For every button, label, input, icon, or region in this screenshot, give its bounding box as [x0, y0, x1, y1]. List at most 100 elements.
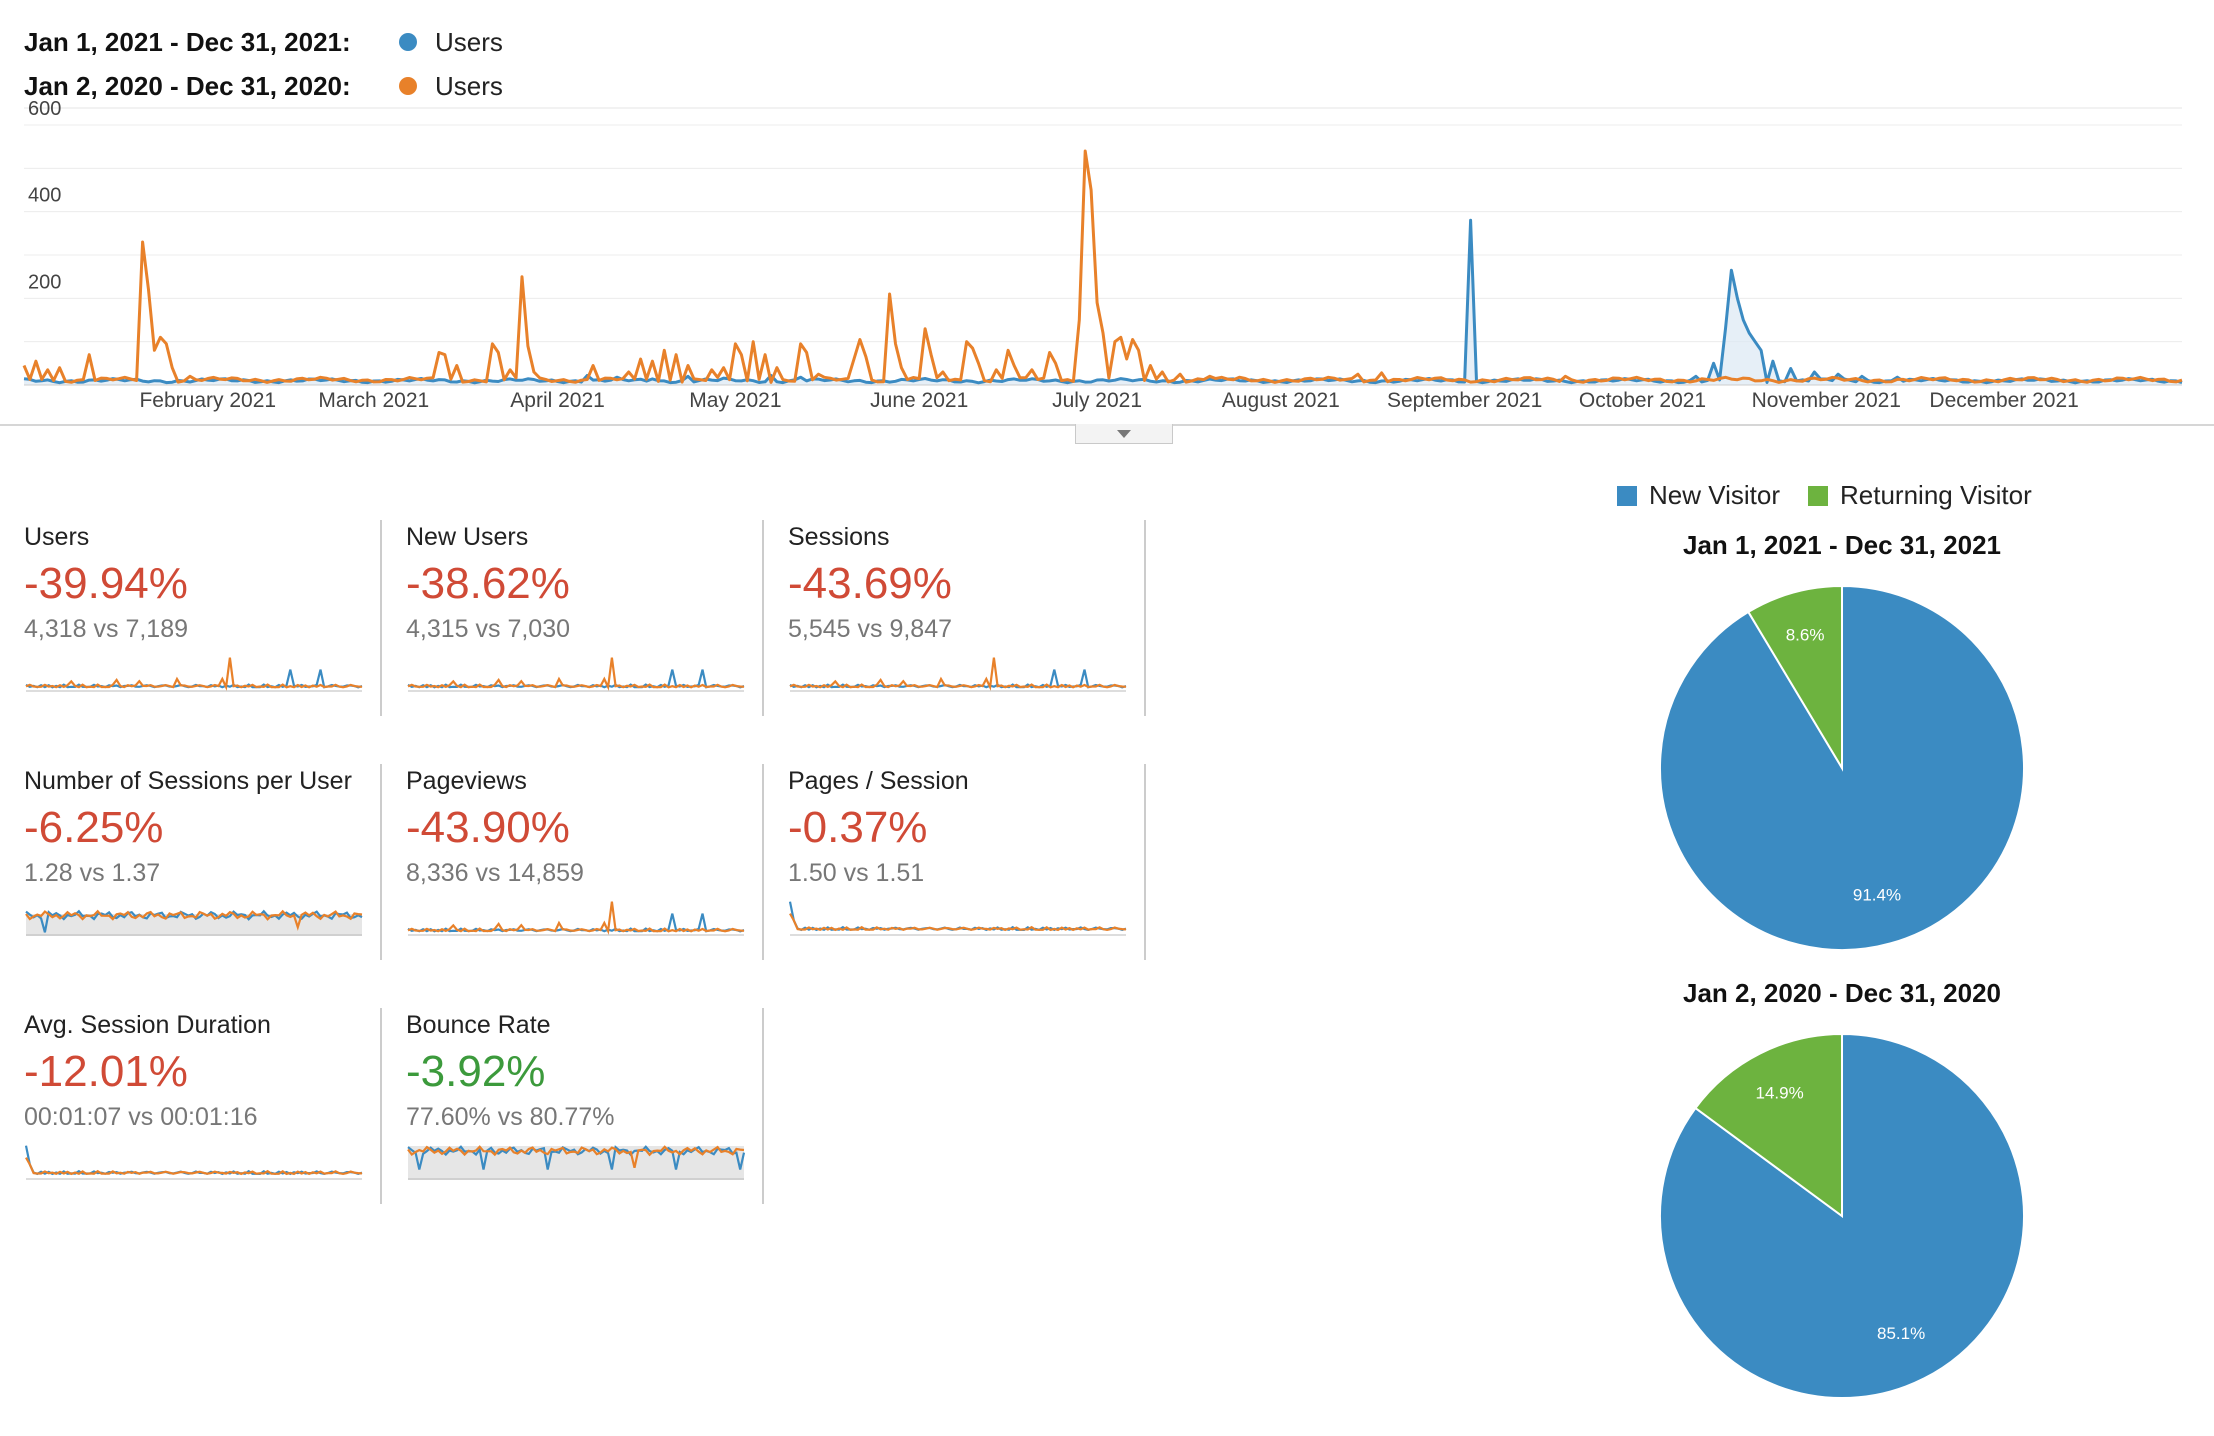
collapse-chart-toggle[interactable] [1075, 424, 1173, 444]
metric-comparison: 77.60% vs 80.77% [406, 1103, 615, 1131]
legend-series-label: Users [435, 70, 503, 101]
metric-sparkline [407, 901, 745, 936]
sparkline-series [407, 657, 745, 691]
chart-legend: Jan 1, 2021 - Dec 31, 2021: Users Jan 2,… [24, 20, 503, 108]
metric-name: Number of Sessions per User [24, 767, 352, 795]
metric-pageviews[interactable]: Pageviews -43.90% 8,336 vs 14,859 [382, 764, 764, 960]
pie-slice-label: 91.4% [1853, 885, 1901, 904]
metric-change: -38.62% [406, 559, 570, 608]
x-tick-label: March 2021 [318, 389, 429, 412]
y-tick-label: 400 [28, 185, 61, 207]
pie-slice-label: 85.1% [1877, 1324, 1925, 1343]
metric-sparkline [407, 1145, 746, 1180]
series-line [23, 218, 2183, 385]
series-area [24, 220, 2182, 385]
pie-chart-2021[interactable]: 91.4% 8.6% [1642, 568, 2042, 968]
sparkline-series [789, 657, 1127, 691]
metric-bounce-rate[interactable]: Bounce Rate -3.92% 77.60% vs 80.77% [382, 1008, 764, 1204]
metric-name: Pageviews [406, 767, 527, 795]
sparkline-series [24, 1145, 363, 1176]
sparkline-series [788, 901, 1127, 932]
sparkline-series [25, 909, 363, 931]
metric-comparison: 1.50 vs 1.51 [788, 859, 925, 887]
x-tick-label: April 2021 [510, 389, 605, 412]
metric-comparison: 4,315 vs 7,030 [406, 615, 571, 643]
metric-sessions[interactable]: Sessions -43.69% 5,545 vs 9,847 [764, 520, 1146, 716]
pie-slice-label: 8.6% [1786, 626, 1825, 645]
metric-change: -12.01% [24, 1047, 188, 1096]
metric-name: Sessions [788, 523, 890, 551]
metric-comparison: 4,318 vs 7,189 [24, 615, 189, 643]
returning-visitor-swatch-icon [1808, 485, 1829, 506]
pie-title-2020: Jan 2, 2020 - Dec 31, 2020 [1682, 978, 2001, 1008]
x-tick-label: June 2021 [870, 389, 968, 412]
metric-name: Users [24, 523, 90, 551]
metric-comparison: 5,545 vs 9,847 [788, 615, 953, 643]
metric-sessions-per-user[interactable]: Number of Sessions per User -6.25% 1.28 … [0, 764, 382, 960]
sparkline-series [789, 913, 1127, 932]
legend-date-range: Jan 2, 2020 - Dec 31, 2020: [24, 70, 351, 101]
metric-name: Avg. Session Duration [24, 1011, 271, 1039]
sparkline-series [789, 669, 1127, 689]
new-visitor-swatch-icon [1617, 485, 1637, 506]
metric-name: Bounce Rate [406, 1011, 551, 1039]
x-tick-label: September 2021 [1387, 389, 1542, 412]
metric-name: Pages / Session [788, 767, 969, 795]
metric-users[interactable]: Users -39.94% 4,318 vs 7,189 [0, 520, 382, 716]
y-tick-label: 200 [28, 271, 61, 293]
metric-change: -43.90% [406, 803, 570, 852]
pie-chart-2020[interactable]: 85.1% 14.9% [1642, 1016, 2042, 1416]
series-line [22, 149, 2183, 384]
pie-title-2021: Jan 1, 2021 - Dec 31, 2021 [1682, 530, 2001, 560]
metric-change: -6.25% [24, 803, 164, 852]
metric-sparkline [25, 657, 363, 692]
sparkline-band [26, 914, 362, 936]
x-tick-label: May 2021 [689, 389, 781, 412]
legend-series-label: Users [435, 26, 503, 57]
series-dot-orange-icon [399, 77, 417, 95]
chevron-down-icon [1117, 429, 1131, 438]
legend-row-2021[interactable]: Jan 1, 2021 - Dec 31, 2021: Users [24, 20, 503, 64]
sparkline-series [407, 1145, 745, 1169]
sparkline-series [25, 669, 363, 689]
metric-new-users[interactable]: New Users -38.62% 4,315 vs 7,030 [382, 520, 764, 716]
x-tick-label: November 2021 [1752, 389, 1901, 412]
users-over-time-chart[interactable]: 600 400 200 February 2021 March 2021 April 20… [0, 100, 2214, 424]
x-tick-label: December 2021 [1929, 389, 2078, 412]
pie-slice-returning-visitor [1694, 1032, 1843, 1218]
pie-slice-returning-visitor [1746, 584, 1843, 772]
pie-slice-label: 14.9% [1755, 1084, 1803, 1103]
metric-sparkline [789, 657, 1127, 692]
metric-sparkline [25, 909, 363, 936]
x-tick-label: August 2021 [1222, 389, 1340, 412]
x-tick-label: October 2021 [1579, 389, 1706, 412]
sparkline-series [25, 657, 363, 691]
sparkline-series [407, 913, 745, 933]
metric-avg-session-duration[interactable]: Avg. Session Duration -12.01% 00:01:07 v… [0, 1008, 382, 1204]
series-dot-blue-icon [399, 33, 417, 51]
x-tick-label: February 2021 [139, 389, 276, 412]
pie-legend-label: Returning Visitor [1840, 480, 2032, 510]
metric-comparison: 1.28 vs 1.37 [24, 859, 161, 887]
metric-change: -3.92% [406, 1047, 546, 1096]
metric-comparison: 00:01:07 vs 00:01:16 [24, 1103, 258, 1131]
metric-pages-per-session[interactable]: Pages / Session -0.37% 1.50 vs 1.51 [764, 764, 1146, 960]
metric-change: -0.37% [788, 803, 928, 852]
sparkline-series [407, 901, 745, 935]
pie-legend-new-visitor[interactable]: New Visitor [1617, 480, 1780, 511]
x-tick-label: July 2021 [1052, 389, 1142, 412]
metric-sparkline [788, 901, 1127, 936]
metric-sparkline [407, 657, 745, 692]
y-tick-label: 600 [28, 100, 61, 120]
pie-legend: New Visitor Returning Visitor [1617, 480, 2060, 511]
metric-change: -39.94% [24, 559, 188, 608]
legend-row-2020[interactable]: Jan 2, 2020 - Dec 31, 2020: Users [24, 64, 503, 108]
legend-date-range: Jan 1, 2021 - Dec 31, 2021: [24, 26, 351, 57]
metric-name: New Users [406, 523, 529, 551]
sparkline-series [407, 669, 745, 689]
pie-legend-label: New Visitor [1649, 480, 1781, 510]
sparkline-series [25, 1157, 363, 1176]
pie-legend-returning-visitor[interactable]: Returning Visitor [1808, 480, 2032, 511]
metric-comparison: 8,336 vs 14,859 [406, 859, 584, 887]
metric-change: -43.69% [788, 559, 952, 608]
